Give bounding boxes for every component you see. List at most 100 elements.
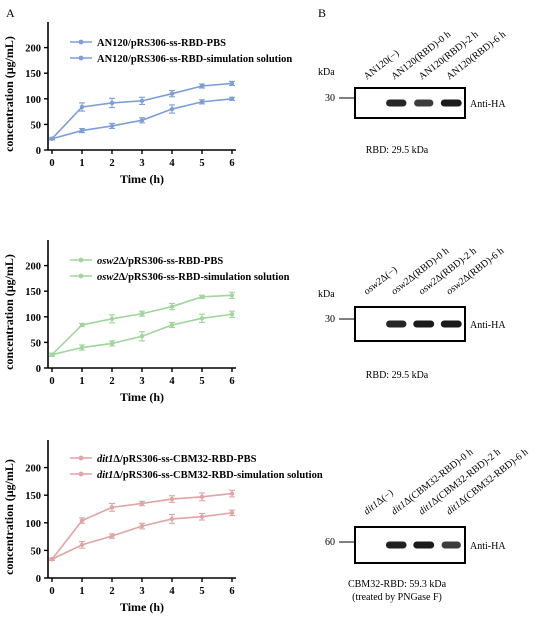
x-tick-label: 3 [139, 158, 144, 169]
legend-marker [78, 471, 84, 477]
lane-label: dit1Δ(−) [362, 488, 396, 518]
legend-label: AN120/pRS306-ss-RBD-simulation solution [97, 54, 292, 65]
x-tick-label: 1 [79, 376, 84, 387]
protein-band [440, 320, 462, 328]
x-tick-label: 2 [109, 158, 114, 169]
legend-label: dit1Δ/pRS306-ss-CBM32-RBD-PBS [97, 454, 257, 465]
protein-band [386, 320, 407, 328]
data-point [109, 316, 115, 322]
legend-marker [78, 55, 84, 61]
series-1: AN120/pRS306-ss-RBD-PBS [49, 38, 235, 141]
data-point [229, 510, 235, 516]
x-tick-label: 0 [49, 586, 54, 597]
kda-label: kDa [318, 67, 335, 78]
y-tick-label: 200 [25, 464, 41, 475]
y-tick-label: 50 [31, 546, 42, 557]
y-tick-label: 150 [25, 287, 41, 298]
data-point [109, 123, 115, 129]
protein-band [385, 541, 407, 549]
data-point [199, 316, 205, 321]
x-tick-label: 5 [199, 586, 204, 597]
legend-label: osw2Δ/pRS306-ss-RBD-PBS [97, 256, 223, 267]
data-point [169, 106, 175, 112]
series-2: AN120/pRS306-ss-RBD-simulation solution [49, 54, 292, 141]
data-point [109, 100, 115, 106]
data-point [109, 533, 115, 539]
data-point [139, 98, 145, 104]
line-chart-1: 0 50 100 150 200 0 1 2 3 4 5 6 Time (h) concentration… [2, 22, 292, 186]
data-point [79, 345, 85, 350]
protein-band [413, 541, 435, 549]
legend-marker [78, 273, 84, 279]
y-tick-label: 100 [25, 313, 41, 324]
protein-band [414, 99, 434, 107]
x-tick-label: 0 [49, 376, 54, 387]
line-chart-3: 0 50 100 150 200 0 1 2 3 4 5 6 Time (h) concentration… [2, 440, 323, 614]
x-tick-label: 0 [49, 158, 54, 169]
data-point [49, 352, 55, 357]
western-blot-3: dit1Δ(−)dit1Δ(CBM32-RBD)-0 hdit1Δ(CBM32-… [325, 447, 530, 603]
data-point [199, 99, 205, 105]
blot-caption-note: (treated by PNGase F) [352, 592, 442, 603]
y-tick-label: 50 [31, 120, 42, 131]
protein-band [413, 320, 435, 328]
y-tick-label: 150 [25, 491, 41, 502]
data-point [229, 293, 235, 298]
legend-marker [78, 257, 84, 263]
data-point [169, 496, 175, 502]
series-2: dit1Δ/pRS306-ss-CBM32-RBD-simulation sol… [49, 470, 323, 562]
blot-frame [354, 526, 466, 564]
y-tick-label: 200 [25, 44, 41, 55]
data-point [139, 311, 145, 316]
blot-caption: RBD: 29.5 kDa [366, 370, 429, 381]
y-tick-label: 150 [25, 69, 41, 80]
x-tick-label: 4 [169, 586, 175, 597]
x-axis-title: Time (h) [120, 390, 164, 404]
y-tick-label: 100 [25, 95, 41, 106]
x-tick-label: 6 [229, 158, 234, 169]
panel-label-a: A [6, 6, 15, 20]
x-axis-title: Time (h) [120, 600, 164, 614]
data-point [199, 514, 205, 519]
x-tick-label: 1 [79, 586, 84, 597]
data-point [199, 83, 205, 89]
kda-label: kDa [318, 289, 335, 300]
legend-label: dit1Δ/pRS306-ss-CBM32-RBD-simulation sol… [97, 470, 323, 481]
blot-caption: RBD: 29.5 kDa [366, 145, 429, 156]
x-tick-label: 4 [169, 158, 175, 169]
data-point [229, 312, 235, 317]
legend-marker [78, 455, 84, 461]
data-point [169, 91, 175, 96]
x-tick-label: 3 [139, 376, 144, 387]
x-tick-label: 5 [199, 158, 204, 169]
x-tick-label: 4 [169, 376, 175, 387]
data-point [139, 334, 145, 339]
y-axis-title: concentration (μg/mL) [2, 36, 16, 152]
x-tick-label: 6 [229, 376, 234, 387]
y-tick-label: 50 [31, 338, 42, 349]
legend-label: osw2Δ/pRS306-ss-RBD-simulation solution [97, 272, 290, 283]
series-2: osw2Δ/pRS306-ss-RBD-simulation solution [49, 272, 290, 357]
data-point [139, 501, 145, 506]
data-point [169, 322, 175, 328]
panel-label-b: B [318, 6, 326, 20]
protein-band [386, 99, 407, 107]
data-point [109, 341, 115, 346]
data-point [79, 542, 85, 548]
data-point [79, 322, 85, 328]
series-1: osw2Δ/pRS306-ss-RBD-PBS [49, 256, 235, 357]
antibody-label: Anti-HA [470, 541, 506, 552]
data-point [169, 304, 175, 309]
line-chart-2: 0 50 100 150 200 0 1 2 3 4 5 6 Time (h) concentration… [2, 240, 290, 404]
legend-label: AN120/pRS306-ss-RBD-PBS [97, 38, 226, 49]
x-tick-label: 2 [109, 376, 114, 387]
antibody-label: Anti-HA [470, 99, 506, 110]
data-point [229, 96, 235, 102]
y-axis-title: concentration (μg/mL) [2, 254, 16, 370]
data-point [49, 557, 55, 562]
data-point [79, 104, 85, 110]
series-1: dit1Δ/pRS306-ss-CBM32-RBD-PBS [49, 454, 257, 562]
y-tick-label: 0 [36, 146, 41, 157]
